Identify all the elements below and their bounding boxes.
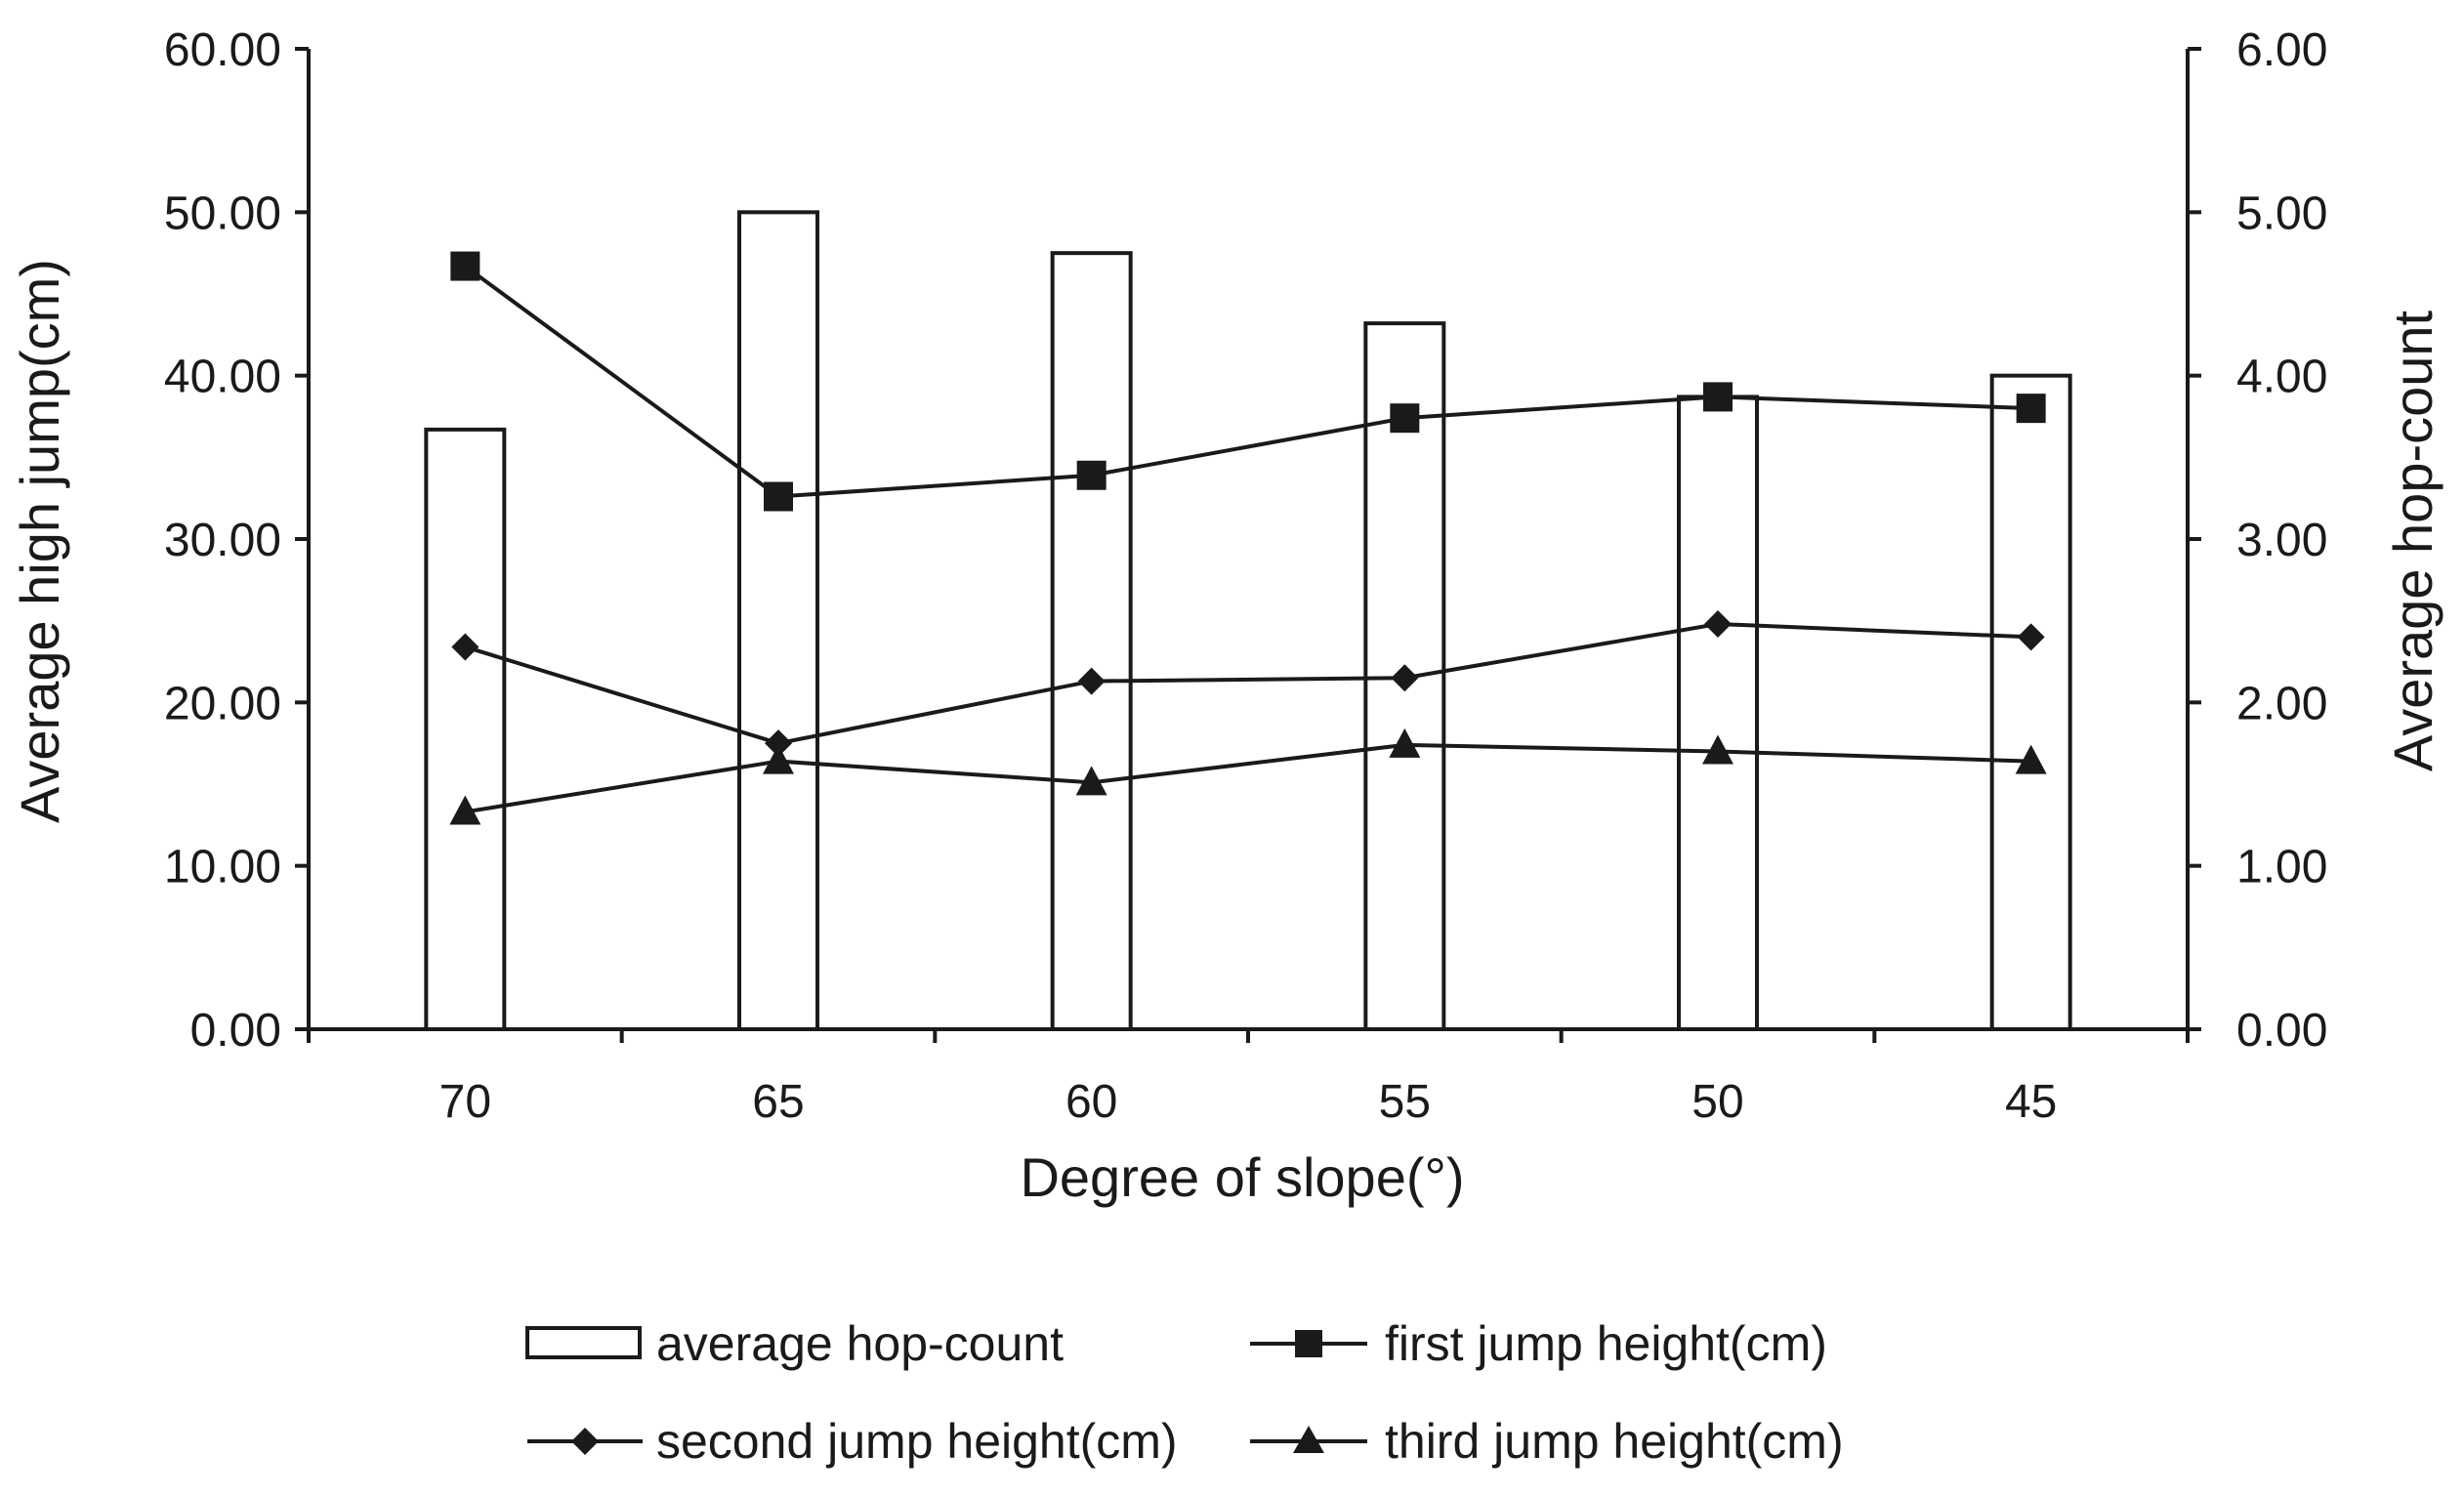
bar-group	[424, 210, 2072, 1032]
legend-label-third-jump: third jump height(cm)	[1385, 1414, 1844, 1469]
y-left-tick-label: 30.00	[164, 515, 281, 566]
marker-square-50	[1703, 382, 1733, 412]
marker-diamond-45	[2017, 623, 2045, 651]
y-right-tick-label: 2.00	[2236, 678, 2327, 729]
y-axis-right-title: Average hop-count	[2382, 310, 2443, 771]
tick-label-group: 0.00 10.00 20.00 30.00 40.00 50.00 60.00 0.00 1.…	[164, 24, 2328, 1128]
legend-marker-triangle	[1293, 1426, 1324, 1453]
x-tick-label-45: 45	[2005, 1076, 2057, 1128]
x-tick-label-70: 70	[439, 1076, 491, 1128]
series-line-triangle	[465, 742, 2031, 814]
y-right-tick-label: 1.00	[2236, 842, 2327, 893]
marker-triangle-60	[1075, 766, 1107, 796]
bar-45	[1989, 373, 2072, 1031]
y-right-tick-label: 4.00	[2236, 352, 2327, 403]
legend-marker-square	[1295, 1330, 1322, 1357]
axes-group	[295, 47, 2201, 1043]
y-left-tick-label: 0.00	[190, 1005, 281, 1057]
marker-square-65	[764, 481, 793, 512]
marker-triangle-55	[1389, 727, 1421, 758]
marker-triangle-45	[2015, 744, 2047, 774]
marker-square-45	[2016, 394, 2046, 424]
y-right-tick-label: 5.00	[2236, 187, 2327, 239]
marker-diamond-60	[1077, 667, 1106, 695]
marker-triangle-50	[1702, 734, 1733, 765]
x-tick-label-60: 60	[1065, 1076, 1117, 1128]
legend-swatch-bar	[525, 1326, 642, 1359]
marker-square-60	[1076, 460, 1107, 490]
marker-square-70	[450, 251, 480, 281]
legend-label-second-jump: second jump height(cm)	[656, 1414, 1178, 1469]
y-left-tick-label: 60.00	[164, 24, 281, 76]
marker-diamond-55	[1391, 664, 1419, 692]
x-tick-label-50: 50	[1691, 1076, 1743, 1128]
series-line-square	[464, 264, 2031, 499]
y-left-tick-label: 50.00	[164, 187, 281, 239]
marker-group	[449, 251, 2047, 825]
legend: average hop-count first jump height(cm) …	[525, 1316, 1844, 1469]
y-left-tick-label: 10.00	[164, 842, 281, 893]
legend-label-first-jump: first jump height(cm)	[1385, 1316, 1827, 1371]
bar-65	[737, 210, 819, 1032]
marker-diamond-70	[451, 633, 480, 661]
line-group	[464, 264, 2031, 814]
y-right-tick-label: 0.00	[2236, 1005, 2327, 1057]
bar-70	[424, 427, 507, 1031]
bar-60	[1050, 251, 1133, 1031]
marker-triangle-70	[449, 795, 481, 825]
legend-label-hop-count: average hop-count	[656, 1316, 1064, 1371]
y-right-tick-label: 3.00	[2236, 515, 2327, 566]
series-line-diamond	[464, 622, 2031, 746]
legend-marker-diamond	[571, 1428, 599, 1455]
marker-triangle-65	[763, 744, 794, 774]
marker-diamond-50	[1704, 610, 1732, 639]
marker-diamond-65	[765, 729, 792, 758]
x-axis-title: Degree of slope(°)	[1020, 1146, 1464, 1208]
y-axis-left-title: Average high jump(cm)	[9, 259, 70, 823]
y-left-tick-label: 40.00	[164, 352, 281, 403]
x-tick-label-55: 55	[1379, 1076, 1431, 1128]
y-left-tick-label: 20.00	[164, 678, 281, 729]
bar-50	[1677, 395, 1759, 1032]
marker-square-55	[1390, 403, 1420, 434]
y-right-tick-label: 6.00	[2236, 24, 2327, 76]
x-tick-label-65: 65	[752, 1076, 804, 1128]
